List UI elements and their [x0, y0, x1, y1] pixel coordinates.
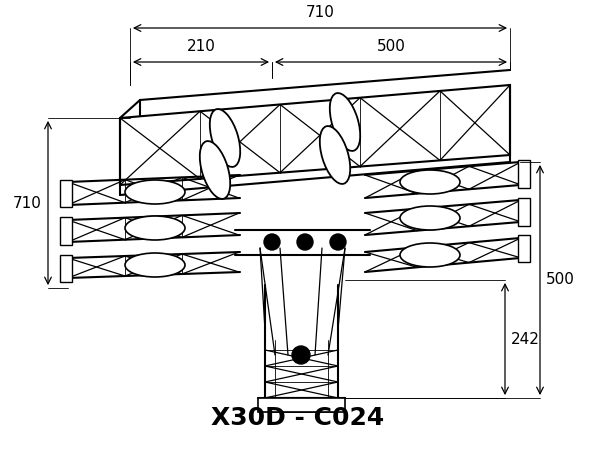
Text: 710: 710 [13, 195, 42, 211]
Ellipse shape [210, 109, 240, 167]
Polygon shape [258, 398, 345, 412]
Circle shape [292, 346, 310, 364]
Ellipse shape [125, 180, 185, 204]
Polygon shape [518, 235, 530, 262]
Ellipse shape [125, 253, 185, 277]
Text: 710: 710 [306, 5, 334, 20]
Circle shape [297, 234, 313, 250]
Text: 242: 242 [511, 332, 540, 346]
Polygon shape [60, 255, 72, 282]
Polygon shape [120, 85, 510, 185]
Ellipse shape [330, 93, 360, 151]
Text: 500: 500 [546, 273, 575, 288]
Ellipse shape [400, 170, 460, 194]
Ellipse shape [320, 126, 350, 184]
Ellipse shape [125, 216, 185, 240]
Text: 500: 500 [377, 39, 405, 54]
Polygon shape [60, 180, 72, 207]
Ellipse shape [400, 243, 460, 267]
Polygon shape [60, 217, 72, 245]
Polygon shape [518, 160, 530, 188]
Ellipse shape [400, 206, 460, 230]
Circle shape [264, 234, 280, 250]
Ellipse shape [200, 141, 230, 199]
Circle shape [330, 234, 346, 250]
Text: X30D - C024: X30D - C024 [211, 406, 384, 430]
Polygon shape [518, 198, 530, 226]
Text: 210: 210 [186, 39, 216, 54]
